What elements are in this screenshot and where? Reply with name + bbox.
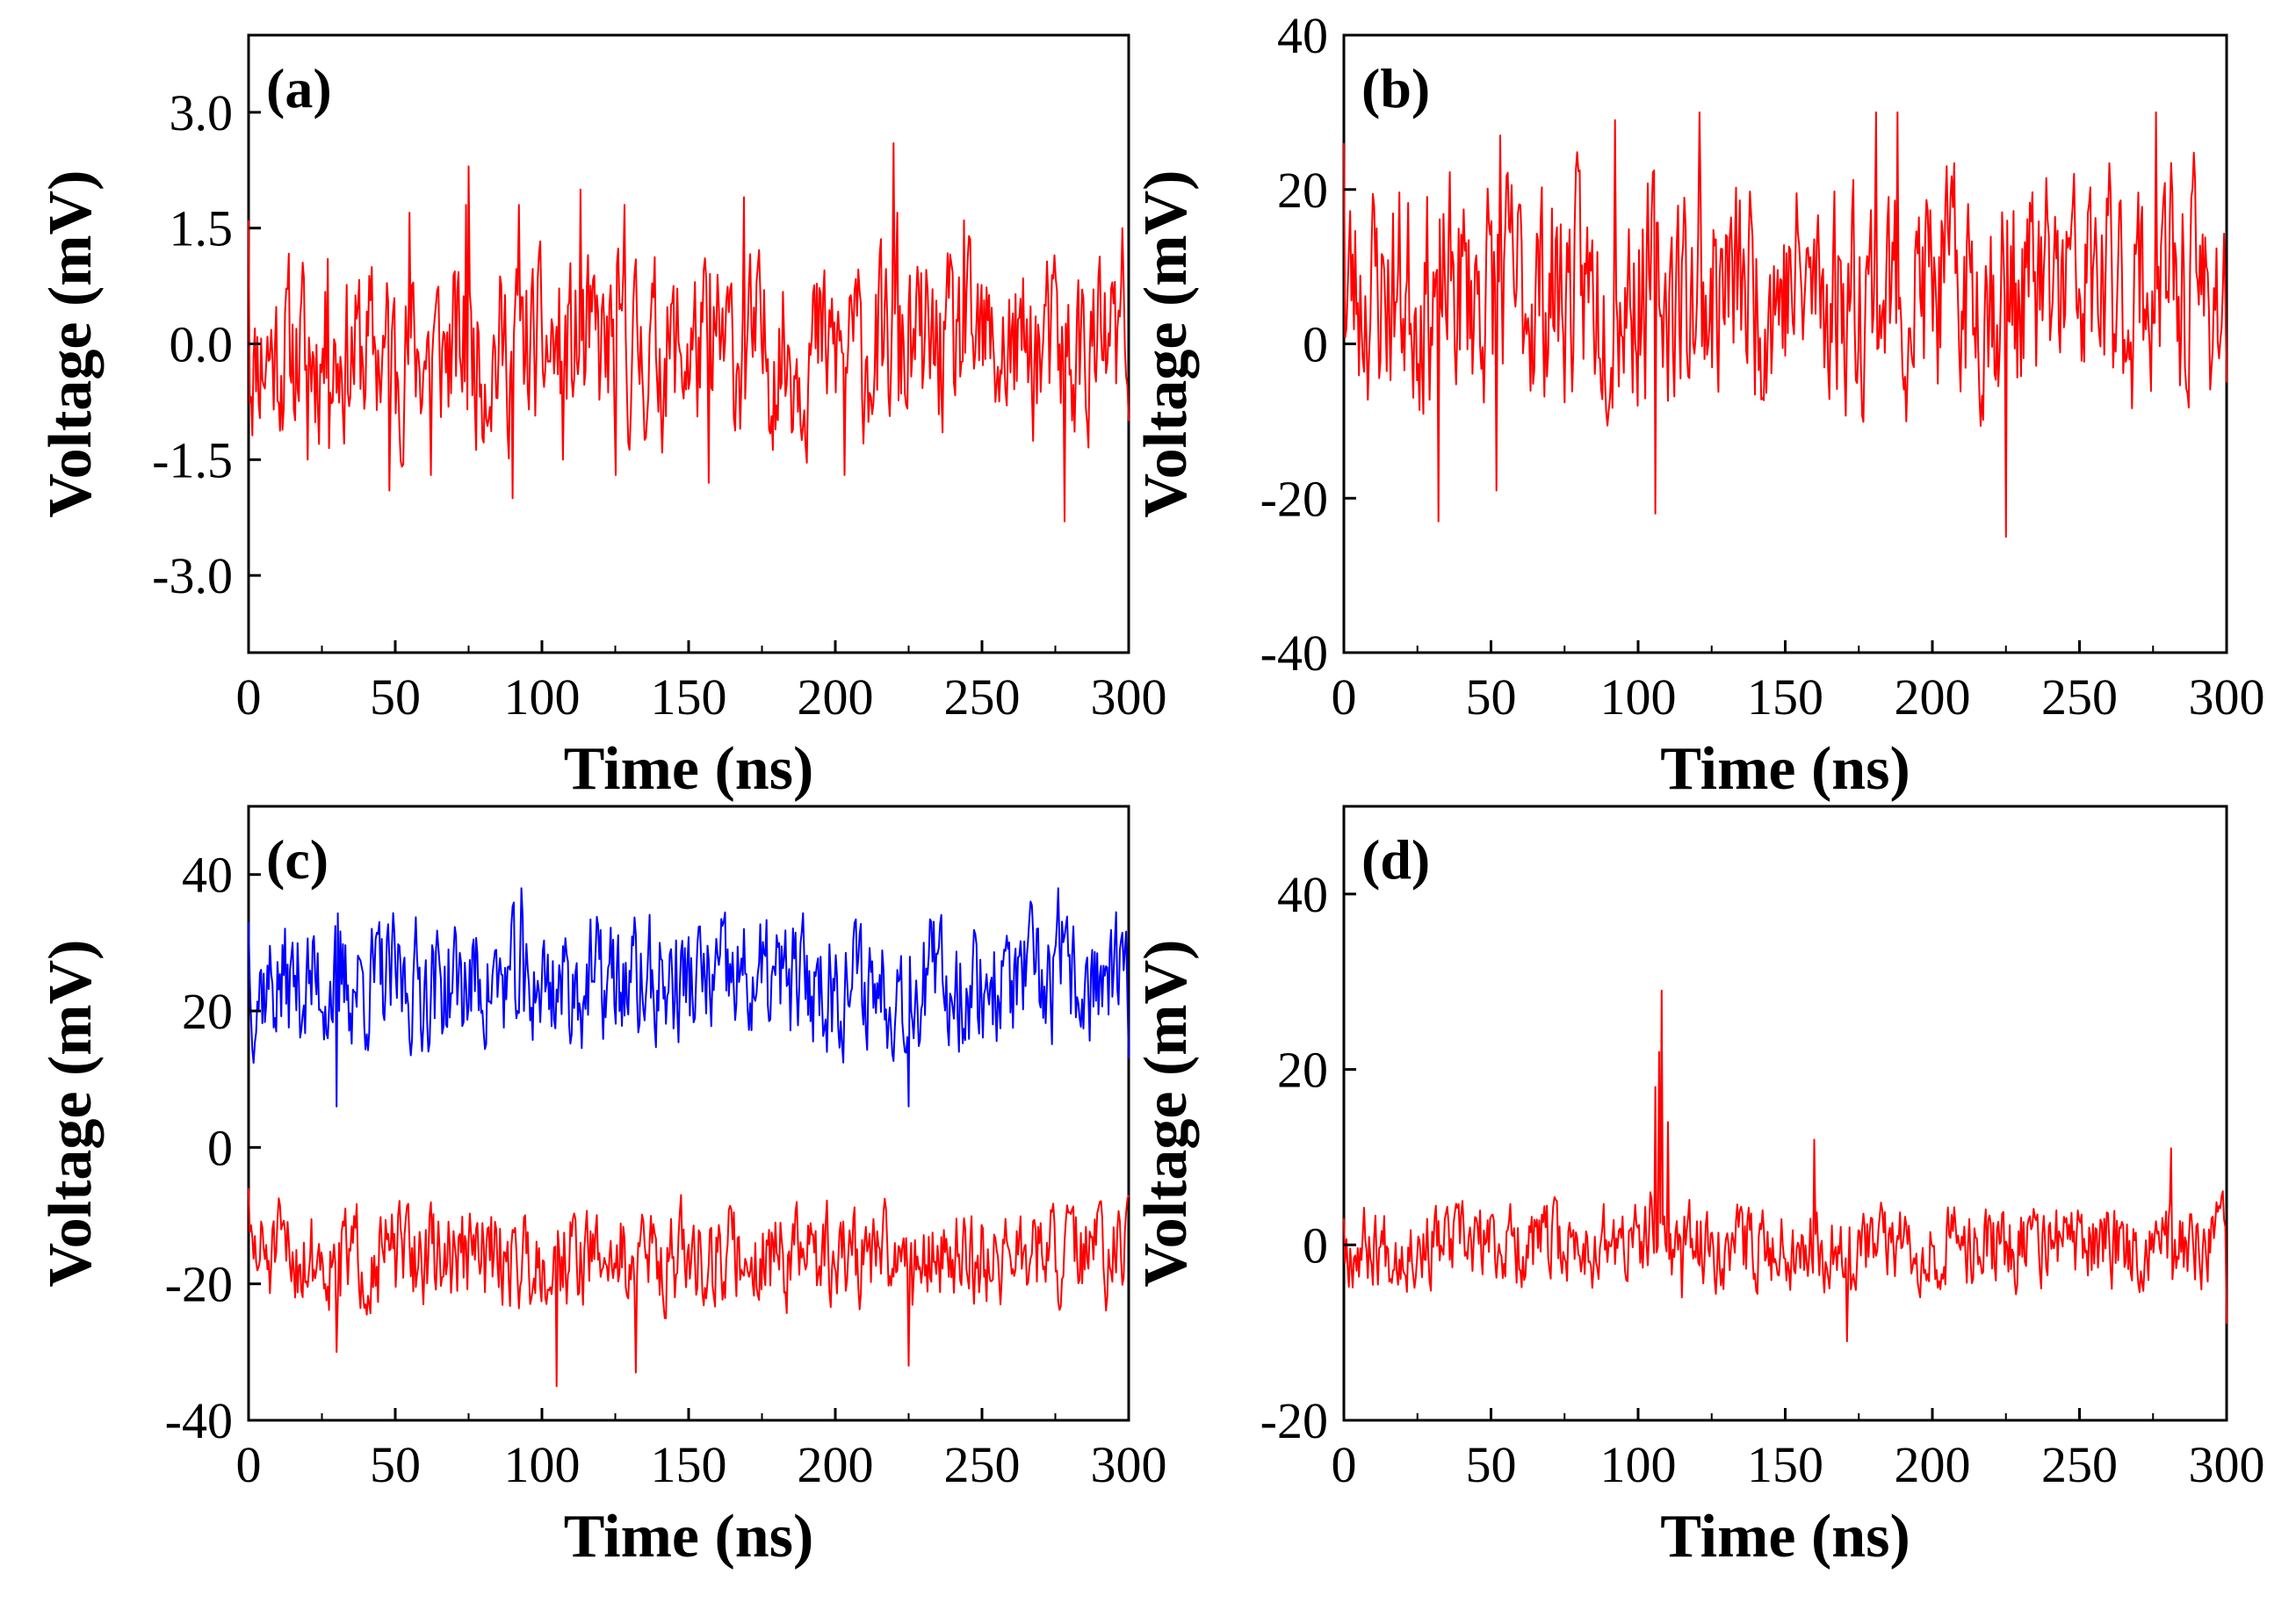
x-tick-label: 150 [1747,1436,1823,1493]
x-tick-label: 200 [798,668,874,726]
y-tick-label: 0 [1303,1217,1328,1274]
series-line-signal [1343,111,2227,538]
y-tick-label: 3.0 [170,84,234,141]
x-tick-label: 150 [1747,668,1823,726]
x-tick-label: 200 [798,1436,874,1493]
y-tick-label: -1.5 [152,431,233,488]
panel-label: (c) [266,828,329,891]
y-tick-label: 20 [182,983,233,1040]
y-tick-label: -40 [165,1392,233,1449]
x-axis-title: Time (ns) [564,1503,814,1570]
x-tick-label: 0 [236,1436,262,1493]
panel-c: 0 50 100 150 200 250 300 -40 -20 0 20 40 Time (ns) Vo… [37,805,1167,1570]
y-tick-label: 40 [1277,7,1328,64]
x-tick-label: 300 [1091,1436,1167,1493]
series-line-blue [248,887,1130,1108]
x-tick-label: 250 [2041,1436,2118,1493]
y-tick-label: 1.5 [170,200,234,257]
x-tick-label: 250 [944,668,1021,726]
series-line-signal [248,142,1130,523]
y-tick-label: 0 [1303,316,1328,373]
plot-frame [247,33,1130,654]
x-axis-title: Time (ns) [564,735,814,803]
x-tick-label: 100 [504,1436,581,1493]
x-tick-label: 200 [1895,668,1971,726]
x-tick-label: 250 [2041,668,2118,726]
x-tick-label: 100 [504,668,581,726]
y-axis-title: Voltage (mV) [1132,940,1200,1288]
x-tick-label: 50 [370,668,421,726]
y-tick-label: -40 [1260,625,1328,682]
y-tick-label: 20 [1277,1042,1328,1099]
y-axis-title: Voltage (mV) [1132,170,1200,518]
y-tick-label: 0 [207,1119,233,1176]
plot-frame [1342,805,2228,1422]
y-tick-label: -20 [1260,470,1328,527]
y-axis-title: Voltage (mV) [37,170,105,518]
x-tick-label: 100 [1600,1436,1677,1493]
panel-label: (a) [266,57,332,119]
y-tick-label: -3.0 [152,547,233,604]
y-tick-label: 20 [1277,162,1328,219]
panel-label: (d) [1361,828,1430,891]
panel-a: 0 50 100 150 200 250 300 -3.0 -1.5 0.0 1.5 3.0 Time … [37,33,1167,803]
x-tick-label: 0 [1332,668,1357,726]
x-tick-label: 250 [944,1436,1021,1493]
x-tick-label: 50 [370,1436,421,1493]
x-tick-label: 200 [1895,1436,1971,1493]
x-tick-label: 150 [651,668,727,726]
plot-frame [247,805,1130,1422]
y-tick-label: 40 [182,847,233,904]
x-axis-title: Time (ns) [1660,735,1910,803]
x-tick-label: 100 [1600,668,1677,726]
x-tick-label: 300 [1091,668,1167,726]
x-tick-label: 50 [1466,1436,1517,1493]
panel-b: 0 50 100 150 200 250 300 -40 -20 0 20 40 Time (ns) Vo… [1132,7,2265,803]
x-tick-label: 150 [651,1436,727,1493]
y-tick-label: -20 [1260,1392,1328,1449]
x-tick-label: 300 [2189,1436,2265,1493]
y-tick-label: 40 [1277,866,1328,923]
x-tick-label: 300 [2189,668,2265,726]
x-tick-label: 0 [1332,1436,1357,1493]
series-line-signal [1343,989,2227,1343]
y-tick-label: 0.0 [170,316,234,373]
series-line-red [248,1188,1130,1388]
x-tick-label: 0 [236,668,262,726]
y-axis-title: Voltage (mV) [37,940,105,1288]
x-tick-label: 50 [1466,668,1517,726]
panel-label: (b) [1361,57,1430,119]
y-tick-label: -20 [165,1256,233,1313]
x-axis-title: Time (ns) [1660,1503,1910,1570]
